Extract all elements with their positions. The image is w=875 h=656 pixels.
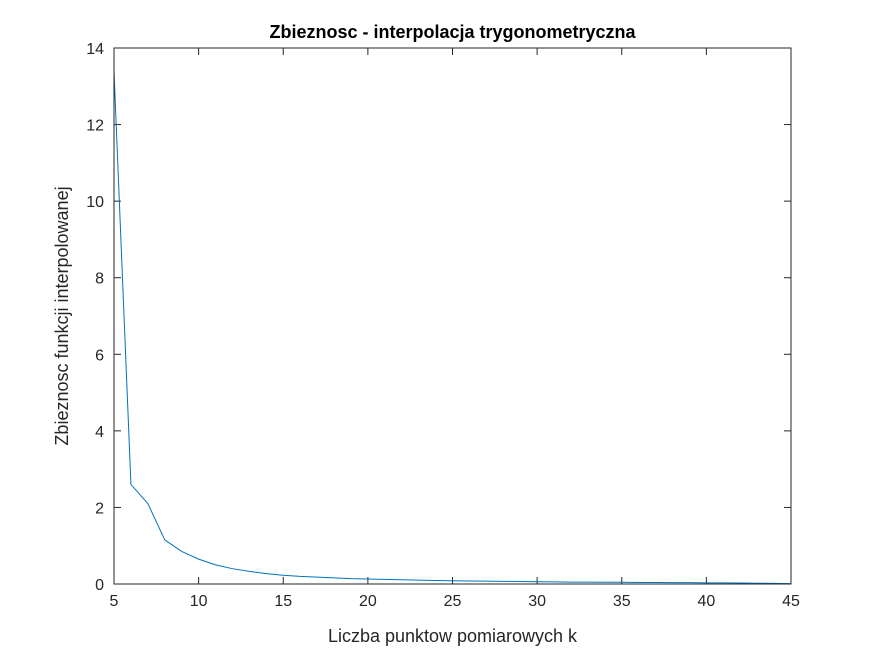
- data-point: [300, 576, 301, 577]
- y-axis-title: Zbieznosc funkcji interpolowanej: [52, 186, 72, 445]
- data-point: [520, 581, 521, 582]
- data-point: [689, 582, 690, 583]
- data-point: [469, 580, 470, 581]
- data-point: [249, 571, 250, 572]
- labels-layer: 5 10 15 20 25 30 35 40 45 0 2 4 6 8 10 12 14: [86, 41, 800, 610]
- data-point: [621, 582, 622, 583]
- data-point: [401, 579, 402, 580]
- data-point: [554, 581, 555, 582]
- x-tick-label: 10: [190, 593, 208, 610]
- y-tick-label: 6: [95, 347, 104, 364]
- data-point: [215, 564, 216, 565]
- y-tick-label: 14: [86, 41, 104, 58]
- x-tick-label: 30: [528, 593, 546, 610]
- data-point: [266, 573, 267, 574]
- data-point: [655, 582, 656, 583]
- data-point: [350, 578, 351, 579]
- data-point: [638, 582, 639, 583]
- x-tick-label: 15: [274, 593, 292, 610]
- data-point: [130, 484, 131, 485]
- data-point: [384, 579, 385, 580]
- x-axis-title: Liczba punktow pomiarowych k: [328, 626, 578, 646]
- data-point: [587, 582, 588, 583]
- chart-title: Zbieznosc - interpolacja trygonometryczn…: [269, 22, 636, 42]
- data-point: [334, 577, 335, 578]
- axes-box: [113, 47, 792, 585]
- data-point: [537, 581, 538, 582]
- data-point: [232, 568, 233, 569]
- x-tick-label: 25: [444, 593, 462, 610]
- data-point: [452, 580, 453, 581]
- data-point: [198, 559, 199, 560]
- data-point: [418, 580, 419, 581]
- y-tick-label: 10: [86, 194, 104, 211]
- data-point: [570, 582, 571, 583]
- series-layer: [113, 70, 792, 585]
- x-tick-label: 35: [613, 593, 631, 610]
- plot-area: [114, 48, 791, 584]
- data-point: [181, 551, 182, 552]
- data-point: [723, 582, 724, 583]
- y-tick-label: 4: [95, 424, 104, 441]
- data-point: [147, 503, 148, 504]
- x-tick-label: 40: [697, 593, 715, 610]
- data-point: [283, 575, 284, 576]
- x-tick-label: 5: [110, 593, 119, 610]
- y-tick-label: 0: [95, 577, 104, 594]
- data-point: [367, 579, 368, 580]
- y-tick-label: 8: [95, 271, 104, 288]
- data-point: [486, 581, 487, 582]
- data-point: [604, 582, 605, 583]
- data-point: [672, 582, 673, 583]
- y-tick-label: 12: [86, 118, 104, 135]
- data-point: [740, 583, 741, 584]
- x-tick-label: 45: [782, 593, 800, 610]
- data-point: [706, 582, 707, 583]
- data-point: [317, 577, 318, 578]
- x-tick-label: 20: [359, 593, 377, 610]
- y-tick-label: 2: [95, 500, 104, 517]
- data-point: [503, 581, 504, 582]
- data-point: [435, 580, 436, 581]
- data-point: [164, 539, 165, 540]
- series-line: [113, 70, 792, 585]
